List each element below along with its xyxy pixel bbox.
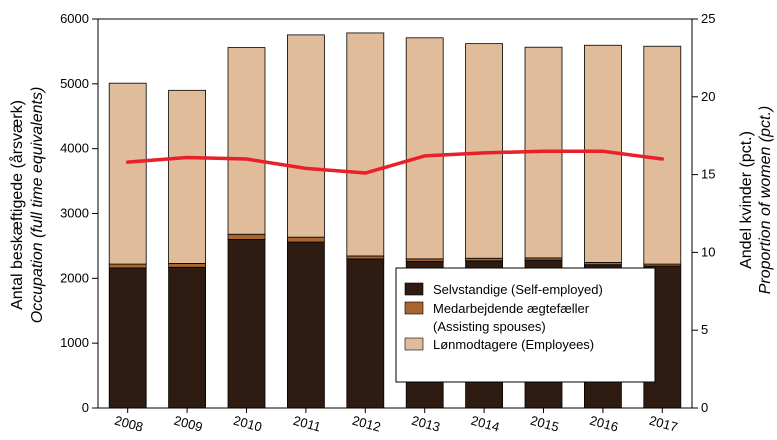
x-tick-label-2009: 2009 (172, 413, 204, 435)
x-tick-label-2016: 2016 (588, 413, 620, 435)
legend: Selvstandige (Self-employed) Medarbejden… (395, 267, 656, 383)
bar-segment-self-employed-2010 (227, 239, 266, 409)
y-right-axis-title-en: Proportion of women (pct.) (757, 106, 774, 295)
bar-segment-assisting-spouses-2012 (346, 255, 385, 260)
y-right-tick-label-20: 20 (701, 89, 715, 104)
y-left-tick-label-4000: 4000 (60, 141, 89, 156)
legend-label-assisting-spouses: Medarbejdende ægtefæller (433, 301, 590, 316)
legend-label-self-employed: Selvstandige (Self-employed) (433, 282, 603, 297)
bar-segment-employees-2009 (168, 89, 207, 264)
x-tick-label-2008: 2008 (113, 413, 145, 435)
bar-segment-self-employed-2009 (168, 266, 207, 409)
bar-segment-employees-2008 (108, 82, 147, 265)
bar-segment-self-employed-2008 (108, 267, 147, 409)
bar-segment-assisting-spouses-2011 (286, 236, 325, 243)
bar-segment-employees-2010 (227, 47, 266, 235)
y-right-tick-label-10: 10 (701, 244, 715, 259)
legend-label-employees: Lønmodtagere (Employees) (433, 337, 594, 352)
line-group (125, 149, 665, 175)
x-tick-label-2017: 2017 (648, 413, 680, 435)
x-tick-label-2013: 2013 (410, 413, 442, 435)
legend-swatch-employees (404, 337, 424, 351)
y-left-tick-label-0: 0 (82, 400, 89, 415)
y-right-tick-label-25: 25 (701, 11, 715, 26)
legend-label-assisting-spouses-en: (Assisting spouses) (433, 319, 546, 334)
y-left-tick-label-5000: 5000 (60, 76, 89, 91)
y-left-axis-title: Antal beskæftigede (årsværk) (8, 100, 26, 310)
bar-segment-employees-2012 (346, 32, 385, 257)
x-tick-label-2012: 2012 (351, 413, 383, 435)
y-left-tick-label-3000: 3000 (60, 206, 89, 221)
x-tick-label-2011: 2011 (292, 413, 323, 435)
axes-group: 0 1000 2000 3000 4000 5000 6000 0 5 10 15 20 25 2008 2… (60, 11, 715, 435)
bar-segment-employees-2011 (286, 34, 325, 238)
y-right-axis-title: Andel kvinder (pct.) (738, 131, 755, 269)
bar-segment-assisting-spouses-2008 (108, 263, 147, 269)
y-right-tick-label-0: 0 (701, 400, 708, 415)
legend-box (395, 267, 656, 383)
y-left-axis-title-en: Occupation (full time equivalents) (29, 87, 46, 324)
y-right-tick-label-5: 5 (701, 322, 708, 337)
x-tick-label-2010: 2010 (232, 413, 264, 435)
y-left-tick-label-1000: 1000 (60, 335, 89, 350)
x-tick-label-2014: 2014 (469, 413, 501, 435)
y-left-tick-label-2000: 2000 (60, 270, 89, 285)
legend-swatch-assisting-spouses (404, 301, 424, 315)
bar-segment-employees-2013 (405, 37, 444, 260)
bar-segment-assisting-spouses-2009 (168, 263, 207, 268)
y-left-tick-label-6000: 6000 (60, 11, 89, 26)
legend-swatch-self-employed (404, 282, 424, 296)
bar-segment-self-employed-2012 (346, 258, 385, 409)
bar-segment-assisting-spouses-2010 (227, 233, 266, 240)
bar-segment-self-employed-2011 (286, 241, 325, 409)
x-tick-label-2015: 2015 (529, 413, 561, 435)
bar-segment-employees-2017 (643, 45, 682, 265)
women-share-line (125, 149, 665, 175)
y-right-tick-label-15: 15 (701, 167, 715, 182)
